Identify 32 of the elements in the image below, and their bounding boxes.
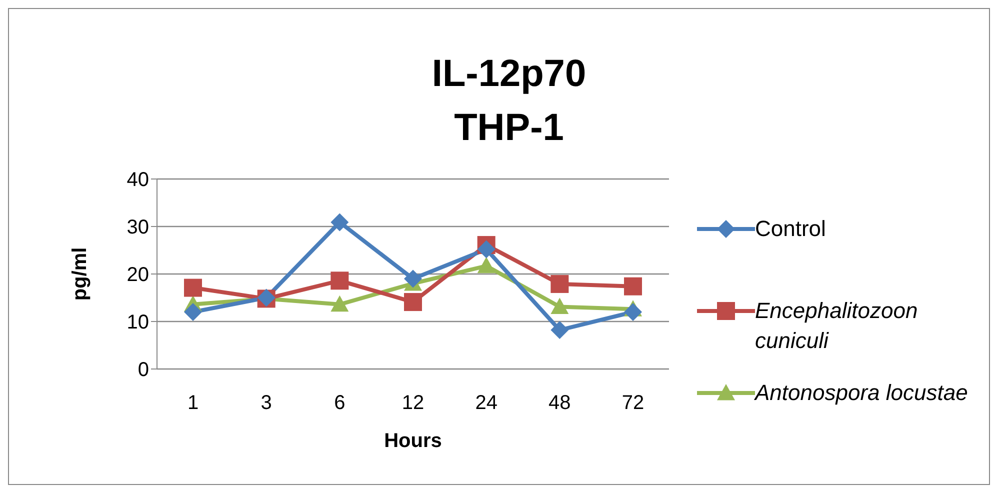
y-tick-label: 40 — [126, 169, 149, 192]
y-tick-label: 0 — [138, 359, 149, 382]
point — [550, 321, 569, 340]
point — [477, 240, 496, 258]
x-tick-label: 1 — [187, 392, 199, 414]
legend-label: Antonospora locustae — [755, 379, 969, 407]
x-axis-title: Hours — [384, 430, 442, 452]
y-tick-label: 30 — [126, 216, 149, 239]
y-tick-label: 10 — [126, 312, 149, 334]
chart-title: IL-12p70 THP-1 — [430, 52, 588, 151]
point — [404, 293, 422, 312]
point — [404, 270, 422, 288]
point — [477, 256, 496, 274]
point — [330, 295, 349, 312]
x-tick-label: 48 — [548, 392, 571, 414]
point — [624, 277, 642, 296]
x-tick-label: 72 — [622, 392, 644, 414]
point — [624, 303, 642, 321]
y-axis-title: pg/ml — [69, 247, 92, 301]
x-tick-label: 3 — [260, 392, 272, 414]
point — [184, 303, 202, 321]
x-tick-label: 6 — [334, 392, 346, 414]
y-tick-label: 20 — [126, 264, 149, 286]
legend-label: Control — [755, 215, 827, 243]
x-tick-label: 24 — [475, 392, 498, 414]
point — [330, 213, 349, 232]
point — [550, 274, 569, 293]
point — [184, 278, 202, 297]
point — [550, 298, 569, 314]
x-tick-label: 12 — [402, 392, 424, 414]
legend-label: Encephalitozoon cuniculi — [755, 297, 919, 355]
point — [330, 272, 349, 290]
